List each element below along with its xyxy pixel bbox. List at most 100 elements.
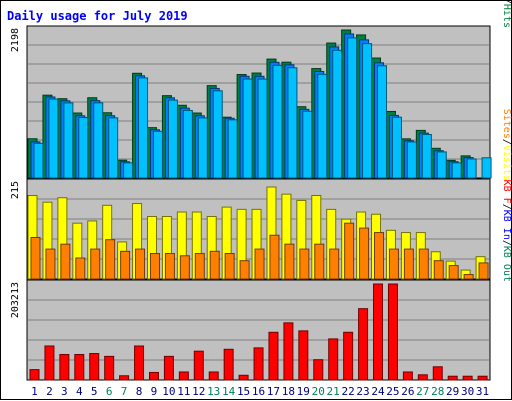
x-tick-label-day-1: 1 xyxy=(31,385,38,398)
x-tick-label-day-31: 31 xyxy=(476,385,489,398)
x-tick-label-day-23: 23 xyxy=(356,385,369,398)
bar-kb-f-day-3 xyxy=(59,353,70,381)
bar-sites-day-10 xyxy=(164,253,175,280)
bar-sites-day-4 xyxy=(75,257,86,280)
panel-bottom-max-label: 203213 xyxy=(10,282,21,318)
panel-middle-max-label: 215 xyxy=(10,181,21,199)
bar-sites-day-26 xyxy=(403,248,414,280)
bar-pages-day-6 xyxy=(108,117,119,179)
x-tick-label-day-2: 2 xyxy=(46,385,53,398)
bar-kb-f-day-29 xyxy=(447,375,458,381)
bar-sites-day-12 xyxy=(194,253,205,280)
bar-pages-day-9 xyxy=(152,130,163,179)
legend-entry: KB In xyxy=(501,210,512,240)
x-tick-label-day-21: 21 xyxy=(327,385,340,398)
x-tick-label-day-19: 19 xyxy=(297,385,310,398)
bar-kb-f-day-10 xyxy=(163,355,174,381)
bar-kb-f-day-15 xyxy=(238,374,249,381)
bar-sites-day-8 xyxy=(135,248,146,280)
x-tick-label-day-25: 25 xyxy=(386,385,399,398)
bar-sites-day-2 xyxy=(45,248,56,280)
bar-pages-day-18 xyxy=(287,67,298,179)
x-tick-label-day-5: 5 xyxy=(91,385,98,398)
panel-top-legend: Pages/Files/Hits xyxy=(501,1,512,28)
bar-kb-f-day-21 xyxy=(328,338,339,381)
bar-kb-f-day-28 xyxy=(432,366,443,381)
legend-entry: / xyxy=(501,139,512,145)
bar-pages-day-29 xyxy=(451,162,462,179)
bar-sites-day-30 xyxy=(463,274,474,280)
x-tick-label-day-14: 14 xyxy=(222,385,236,398)
bar-kb-f-day-17 xyxy=(268,331,279,381)
bar-kb-f-day-20 xyxy=(313,359,324,381)
bar-sites-day-23 xyxy=(359,227,370,280)
bar-kb-f-day-8 xyxy=(134,345,145,381)
x-tick-label-day-8: 8 xyxy=(136,385,143,398)
legend-entry: Hits xyxy=(501,4,512,28)
bar-pages-day-28 xyxy=(436,151,447,179)
x-tick-label-day-22: 22 xyxy=(341,385,354,398)
bar-sites-day-13 xyxy=(209,250,220,280)
bar-kb-f-day-18 xyxy=(283,322,294,381)
bar-pages-day-14 xyxy=(227,119,238,179)
x-tick-label-day-17: 17 xyxy=(267,385,280,398)
panel-bottom-legend: KB F/KB In/KB Out xyxy=(501,180,512,282)
bar-kb-f-day-2 xyxy=(44,345,55,381)
bar-kb-f-day-31 xyxy=(477,375,488,381)
bar-pages-day-13 xyxy=(212,90,223,179)
bar-sites-day-27 xyxy=(418,248,429,280)
legend-entry: / xyxy=(501,204,512,210)
bar-pages-day-10 xyxy=(167,99,178,179)
bar-sites-day-5 xyxy=(90,248,101,280)
bar-pages-day-25 xyxy=(391,116,402,179)
x-tick-label-day-20: 20 xyxy=(312,385,325,398)
x-tick-label-day-24: 24 xyxy=(371,385,385,398)
x-tick-label-day-3: 3 xyxy=(61,385,68,398)
bar-sites-day-6 xyxy=(105,239,116,280)
bar-pages-day-21 xyxy=(332,49,343,179)
x-tick-label-day-30: 30 xyxy=(461,385,474,398)
panel-middle-legend: Sites/Visits xyxy=(501,109,512,181)
bar-kb-f-day-30 xyxy=(462,375,473,381)
x-tick-label-day-11: 11 xyxy=(177,385,190,398)
bar-pages-day-5 xyxy=(93,102,104,179)
bar-kb-f-day-23 xyxy=(358,308,369,381)
legend-entry: KB Out xyxy=(501,246,512,282)
x-tick-label-day-27: 27 xyxy=(416,385,429,398)
bar-sites-day-28 xyxy=(433,260,444,280)
bar-kb-f-day-13 xyxy=(208,371,219,381)
bar-kb-f-day-27 xyxy=(417,374,428,381)
legend-entry: Sites xyxy=(501,109,512,139)
bar-sites-day-24 xyxy=(374,232,385,280)
x-tick-label-day-29: 29 xyxy=(446,385,459,398)
bar-pages-day-2 xyxy=(48,98,59,179)
bar-pages-day-7 xyxy=(123,162,134,179)
bar-kb-f-day-9 xyxy=(148,371,159,381)
bar-pages-day-3 xyxy=(63,102,74,179)
legend-entry: / xyxy=(501,1,512,4)
bar-pages-day-31 xyxy=(481,157,492,179)
bar-kb-f-day-5 xyxy=(89,353,100,381)
bar-sites-day-15 xyxy=(239,260,250,280)
bar-kb-f-day-24 xyxy=(373,283,384,381)
x-tick-label-day-4: 4 xyxy=(76,385,83,398)
bar-pages-day-24 xyxy=(377,65,388,179)
bar-kb-f-day-12 xyxy=(193,350,204,381)
bar-pages-day-12 xyxy=(197,117,208,179)
bar-pages-day-23 xyxy=(362,43,373,179)
x-tick-label-day-10: 10 xyxy=(162,385,175,398)
bar-sites-day-19 xyxy=(299,248,310,280)
bar-kb-f-day-6 xyxy=(104,355,115,381)
bar-sites-day-29 xyxy=(448,265,459,280)
bar-sites-day-7 xyxy=(120,250,131,280)
x-tick-label-day-26: 26 xyxy=(401,385,414,398)
bar-sites-day-3 xyxy=(60,243,71,280)
x-tick-label-day-15: 15 xyxy=(237,385,250,398)
x-tick-label-day-18: 18 xyxy=(282,385,295,398)
bar-kb-f-day-1 xyxy=(29,369,40,381)
bar-sites-day-18 xyxy=(284,243,295,280)
bar-kb-f-day-14 xyxy=(223,348,234,381)
bar-kb-f-day-4 xyxy=(74,353,85,381)
x-tick-label-day-9: 9 xyxy=(151,385,158,398)
bar-sites-day-25 xyxy=(388,248,399,280)
